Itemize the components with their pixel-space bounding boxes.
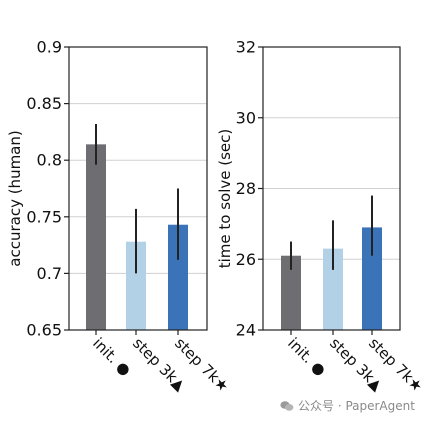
y-tick-label: 0.8 xyxy=(37,151,62,170)
y-tick-label: 0.7 xyxy=(37,264,62,283)
y-axis-title: time to solve (sec) xyxy=(216,129,234,269)
y-tick-label: 28 xyxy=(236,179,256,198)
wechat-icon xyxy=(280,400,294,411)
y-tick-label: 30 xyxy=(236,108,256,127)
bar xyxy=(168,224,188,330)
y-tick-label: 0.75 xyxy=(26,207,62,226)
bar xyxy=(281,255,301,330)
y-tick-label: 24 xyxy=(236,321,256,340)
bar xyxy=(86,144,106,330)
y-tick-label: 0.85 xyxy=(26,94,62,113)
bar xyxy=(126,241,146,330)
y-axis-title: accuracy (human) xyxy=(6,130,24,266)
y-tick-label: 0.65 xyxy=(26,321,62,340)
watermark-text: 公众号 · PaperAgent xyxy=(298,399,415,413)
x-tick-label: init. ● xyxy=(89,334,135,380)
y-tick-label: 0.9 xyxy=(37,38,62,57)
y-tick-label: 26 xyxy=(236,250,256,269)
bar xyxy=(323,248,343,330)
plot-frame xyxy=(68,46,208,331)
watermark: 公众号 · PaperAgent xyxy=(280,397,415,414)
bar xyxy=(362,227,382,330)
x-tick-label: init. ● xyxy=(284,334,330,380)
y-tick-label: 32 xyxy=(236,38,256,57)
